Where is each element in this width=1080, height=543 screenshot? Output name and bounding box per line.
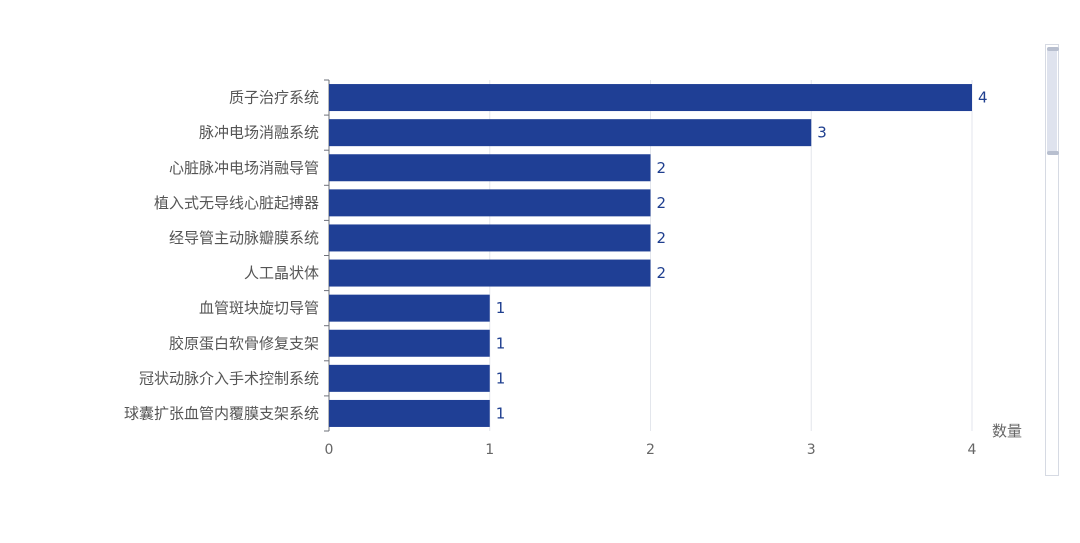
value-label-1: 3 (817, 124, 827, 142)
value-label-6: 1 (496, 299, 506, 317)
bar-7 (329, 329, 490, 357)
bar-0 (329, 84, 972, 112)
category-label-2: 心脏脉冲电场消融导管 (169, 159, 319, 177)
value-label-2: 2 (657, 159, 667, 177)
bar-8 (329, 364, 490, 392)
bar-1 (329, 119, 812, 147)
category-label-1: 脉冲电场消融系统 (199, 124, 319, 142)
bar-2 (329, 154, 651, 182)
category-label-0: 质子治疗系统 (229, 89, 319, 107)
value-label-0: 4 (978, 89, 988, 107)
x-tick-label-4: 4 (968, 442, 977, 458)
category-label-4: 经导管主动脉瓣膜系统 (169, 229, 319, 247)
value-label-8: 1 (496, 369, 506, 387)
category-label-6: 血管斑块旋切导管 (199, 299, 319, 317)
value-label-5: 2 (657, 264, 667, 282)
value-label-4: 2 (657, 229, 667, 247)
category-label-8: 冠状动脉介入手术控制系统 (139, 369, 319, 387)
bar-3 (329, 189, 651, 217)
bar-9 (329, 399, 490, 427)
bar-5 (329, 259, 651, 287)
data-zoom-handle-top[interactable] (1047, 47, 1059, 51)
x-axis-name: 数量 (992, 422, 1022, 440)
category-label-7: 胶原蛋白软骨修复支架 (169, 334, 319, 352)
category-label-3: 植入式无导线心脏起搏器 (154, 194, 319, 212)
category-label-5: 人工晶状体 (244, 264, 319, 282)
x-tick-label-0: 0 (325, 442, 334, 458)
value-label-7: 1 (496, 334, 506, 352)
value-label-3: 2 (657, 194, 667, 212)
bar-4 (329, 224, 651, 252)
data-zoom-slider[interactable] (1045, 44, 1059, 476)
x-tick-label-2: 2 (646, 442, 655, 458)
x-tick-label-3: 3 (807, 442, 816, 458)
data-zoom-handle-bottom[interactable] (1047, 151, 1059, 155)
bar-6 (329, 294, 490, 322)
category-label-9: 球囊扩张血管内覆膜支架系统 (124, 404, 319, 422)
value-label-9: 1 (496, 404, 506, 422)
x-tick-label-1: 1 (485, 442, 494, 458)
data-zoom-thumb[interactable] (1047, 47, 1059, 155)
